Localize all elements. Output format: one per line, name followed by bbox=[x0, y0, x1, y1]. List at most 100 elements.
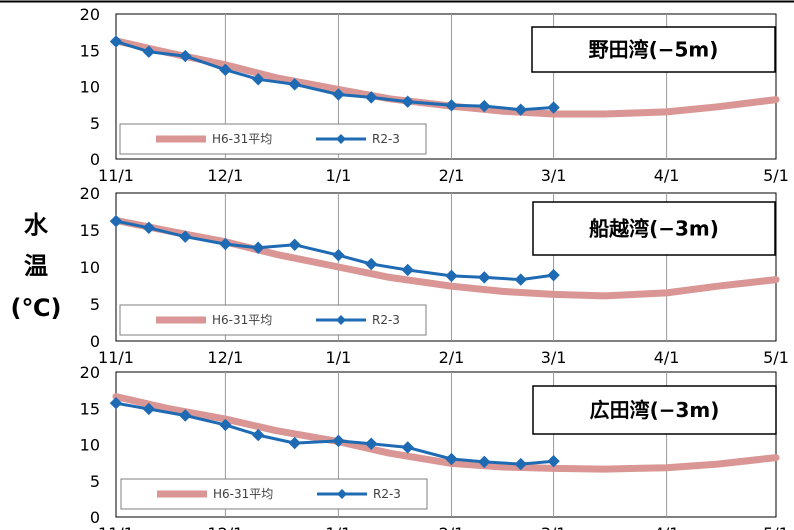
data-point-r2-3 bbox=[179, 49, 192, 63]
x-tick-label: 12/1 bbox=[207, 348, 243, 367]
x-tick-label: 12/1 bbox=[207, 524, 243, 530]
data-point-r2-3 bbox=[332, 88, 345, 101]
data-point-r2-3 bbox=[478, 271, 491, 284]
data-point-r2-3 bbox=[445, 452, 458, 466]
data-point-r2-3 bbox=[445, 99, 458, 112]
data-point-r2-3 bbox=[109, 396, 123, 410]
x-tick-label: 11/1 bbox=[98, 166, 134, 185]
y-tick-label: 0 bbox=[90, 332, 100, 351]
data-point-r2-3 bbox=[142, 402, 156, 416]
x-tick-label: 3/1 bbox=[541, 524, 567, 530]
y-axis-label-line1: 水 bbox=[24, 211, 49, 239]
data-point-r2-3 bbox=[109, 214, 123, 228]
y-tick-label: 15 bbox=[80, 221, 100, 240]
legend-label-h6-31-avg: H6-31平均 bbox=[212, 313, 272, 327]
legend: H6-31平均 R2-3 bbox=[119, 304, 427, 336]
data-point-r2-3 bbox=[252, 428, 265, 442]
y-tick-label: 20 bbox=[80, 363, 100, 382]
y-tick-label: 20 bbox=[80, 5, 100, 24]
y-axis-label-line3: (℃) bbox=[11, 294, 62, 322]
data-point-r2-3 bbox=[142, 45, 156, 58]
chart-panel-2: 11/1 12/1 1/1 2/1 3/1 4/1 5/1 0 5 10 15 20 船越湾(−3m) H… bbox=[80, 184, 789, 367]
x-tick-label: 1/1 bbox=[326, 166, 352, 185]
y-tick-label: 5 bbox=[90, 472, 100, 491]
y-tick-label: 10 bbox=[80, 436, 100, 455]
data-point-r2-3 bbox=[219, 63, 232, 77]
legend-label-r2-3: R2-3 bbox=[372, 132, 400, 146]
data-point-r2-3 bbox=[219, 237, 232, 251]
x-tick-label: 2/1 bbox=[439, 524, 465, 530]
chart-panel-3: 11/1 12/1 1/1 2/1 3/1 4/1 5/1 0 5 10 15 20 広田湾(−3m) H… bbox=[80, 363, 789, 530]
data-point-r2-3 bbox=[288, 78, 301, 91]
data-point-r2-3 bbox=[179, 409, 192, 422]
x-tick-label: 2/1 bbox=[439, 166, 465, 185]
data-point-r2-3 bbox=[478, 455, 491, 469]
x-tick-label: 1/1 bbox=[326, 348, 352, 367]
x-tick-label: 1/1 bbox=[326, 524, 352, 530]
y-tick-label: 5 bbox=[90, 114, 100, 133]
x-tick-label: 11/1 bbox=[98, 524, 134, 530]
data-point-r2-3 bbox=[365, 257, 378, 271]
data-point-r2-3 bbox=[288, 238, 301, 252]
legend-label-h6-31-avg: H6-31平均 bbox=[212, 132, 272, 146]
data-point-r2-3 bbox=[514, 457, 527, 471]
data-point-r2-3 bbox=[142, 221, 156, 234]
y-tick-label: 0 bbox=[90, 150, 100, 169]
data-point-r2-3 bbox=[401, 263, 414, 277]
data-point-r2-3 bbox=[219, 418, 232, 432]
legend-marker-r2-3 bbox=[336, 315, 346, 325]
data-point-r2-3 bbox=[252, 73, 265, 86]
data-point-r2-3 bbox=[365, 437, 378, 450]
legend: H6-31平均 R2-3 bbox=[120, 478, 428, 510]
y-tick-label: 20 bbox=[80, 184, 100, 203]
x-tick-label: 3/1 bbox=[541, 166, 567, 185]
y-tick-label: 5 bbox=[90, 295, 100, 314]
data-point-r2-3 bbox=[252, 241, 265, 254]
legend-label-r2-3: R2-3 bbox=[373, 487, 401, 501]
panel-title-box bbox=[532, 201, 776, 256]
x-tick-label: 4/1 bbox=[654, 166, 680, 185]
legend-marker-r2-3 bbox=[336, 134, 346, 144]
data-point-r2-3 bbox=[332, 434, 345, 448]
data-point-r2-3 bbox=[445, 269, 458, 283]
x-tick-label: 3/1 bbox=[541, 348, 567, 367]
data-point-r2-3 bbox=[547, 268, 560, 282]
x-tick-label: 5/1 bbox=[763, 166, 789, 185]
x-tick-label: 5/1 bbox=[763, 524, 789, 530]
y-tick-label: 0 bbox=[90, 508, 100, 527]
legend-marker-r2-3 bbox=[337, 489, 347, 499]
data-point-r2-3 bbox=[288, 436, 301, 450]
data-point-r2-3 bbox=[547, 454, 560, 468]
panel-title-box bbox=[531, 26, 776, 73]
data-point-r2-3 bbox=[514, 273, 527, 286]
x-tick-label: 5/1 bbox=[763, 348, 789, 367]
data-point-r2-3 bbox=[179, 230, 192, 243]
x-tick-label: 2/1 bbox=[439, 348, 465, 367]
panel-title-box bbox=[532, 385, 777, 435]
y-tick-label: 15 bbox=[80, 399, 100, 418]
data-point-r2-3 bbox=[514, 103, 527, 116]
y-tick-label: 15 bbox=[80, 41, 100, 60]
data-point-r2-3 bbox=[401, 441, 414, 454]
data-point-r2-3 bbox=[478, 99, 491, 113]
panel-title: 船越湾(−3m) bbox=[589, 217, 719, 241]
data-point-r2-3 bbox=[332, 248, 345, 262]
panel-title: 野田湾(−5m) bbox=[589, 38, 719, 62]
data-point-r2-3 bbox=[547, 101, 560, 114]
x-tick-label: 11/1 bbox=[98, 348, 134, 367]
x-tick-label: 12/1 bbox=[207, 166, 243, 185]
x-tick-label: 4/1 bbox=[654, 348, 680, 367]
panel-title: 広田湾(−3m) bbox=[590, 398, 720, 422]
y-axis-label-line2: 温 bbox=[24, 252, 48, 280]
data-point-r2-3 bbox=[401, 95, 414, 108]
data-point-r2-3 bbox=[365, 91, 378, 104]
data-point-r2-3 bbox=[109, 35, 123, 48]
legend-label-h6-31-avg: H6-31平均 bbox=[213, 487, 273, 501]
legend: H6-31平均 R2-3 bbox=[119, 123, 427, 155]
chart-panel-1: 11/1 12/1 1/1 2/1 3/1 4/1 5/1 0 5 10 15 20 野田湾(−5m) H… bbox=[80, 5, 789, 185]
legend-label-r2-3: R2-3 bbox=[372, 313, 400, 327]
x-tick-label: 4/1 bbox=[654, 524, 680, 530]
y-tick-label: 10 bbox=[80, 78, 100, 97]
